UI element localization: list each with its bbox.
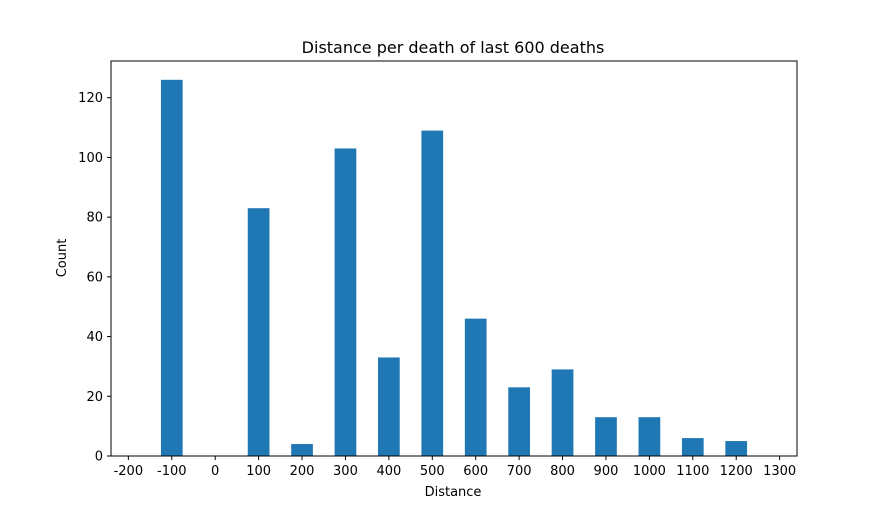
bar--100 [160, 79, 183, 456]
x-tick-label: 1200 [720, 464, 753, 479]
plot-frame [110, 60, 798, 457]
y-axis-label: Count [55, 239, 70, 278]
x-tick-label: 400 [376, 464, 401, 479]
x-tick-label: 700 [507, 464, 532, 479]
y-tick-label: 100 [78, 151, 103, 166]
x-tick-label: 800 [550, 464, 575, 479]
bar-900 [595, 417, 617, 456]
bar-600 [464, 318, 487, 456]
bar-400 [378, 357, 400, 456]
y-tick-label: 20 [86, 390, 103, 405]
bar-1200 [725, 441, 748, 456]
bar-800 [551, 369, 574, 456]
y-tick-label: 120 [78, 91, 103, 106]
x-tick-label: 1300 [763, 464, 796, 479]
bar-200 [291, 444, 313, 456]
y-tick-label: 60 [86, 270, 103, 285]
x-tick-label: 100 [246, 464, 271, 479]
bar-1100 [681, 438, 704, 456]
y-tick-label: 0 [95, 450, 103, 465]
x-tick-label: 300 [333, 464, 358, 479]
y-tick-label: 40 [86, 330, 103, 345]
chart-title: Distance per death of last 600 deaths [302, 38, 605, 57]
x-axis-ticks: -200 -100 0 100 200 300 400 500 600 700 800 900 1000… [114, 456, 796, 479]
y-tick-label: 80 [86, 211, 103, 226]
bar-700 [508, 387, 530, 456]
x-tick-label: 200 [290, 464, 315, 479]
x-tick-label: 1000 [633, 464, 666, 479]
bars-group [160, 79, 748, 457]
x-tick-label: -100 [157, 464, 187, 479]
y-axis-ticks: 0 20 40 60 80 100 120 [78, 91, 111, 465]
x-tick-label: 0 [211, 464, 219, 479]
bar-1000 [638, 417, 661, 456]
x-tick-label: 900 [594, 464, 619, 479]
x-axis-label: Distance [425, 485, 482, 500]
x-tick-label: 500 [420, 464, 445, 479]
bar-100 [247, 208, 270, 456]
bar-300 [334, 148, 357, 457]
x-tick-label: 1100 [676, 464, 709, 479]
bar-500 [421, 130, 444, 456]
x-tick-label: 600 [463, 464, 488, 479]
x-tick-label: -200 [114, 464, 144, 479]
